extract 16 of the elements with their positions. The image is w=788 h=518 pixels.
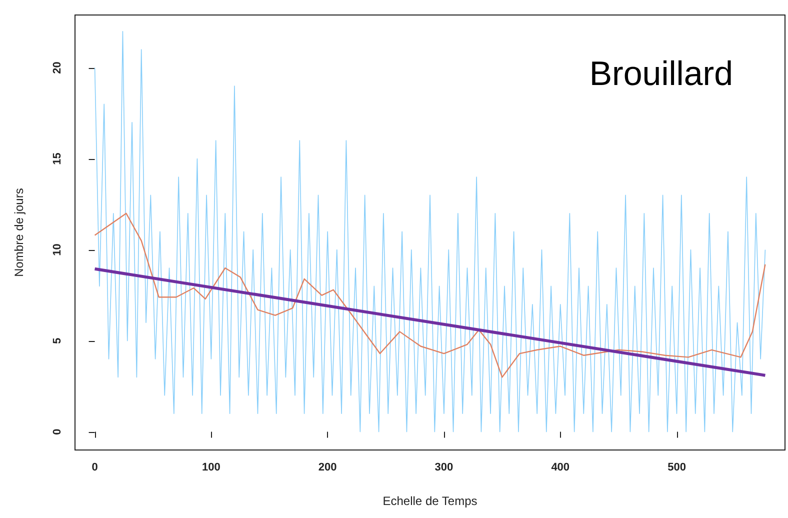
- y-axis-title: Nombre de jours: [12, 188, 26, 277]
- x-tick-label: 200: [318, 462, 337, 474]
- x-tick-label: 300: [434, 462, 454, 474]
- x-tick-label: 100: [202, 462, 220, 474]
- y-tick-label: 20: [52, 62, 64, 74]
- line-series: [94, 30, 766, 432]
- x-tick-label: 400: [551, 462, 570, 474]
- x-tick-label: 0: [92, 462, 98, 474]
- x-axis-title: Echelle de Temps: [382, 494, 478, 508]
- y-tick-label: 5: [52, 338, 64, 344]
- x-tick-label: 500: [668, 462, 686, 474]
- y-tick-label: 10: [52, 244, 64, 256]
- text: Brouillard: [589, 55, 734, 93]
- y-tick-label: 0: [52, 428, 64, 435]
- y-tick-label: 15: [52, 152, 64, 165]
- line-series: [94, 212, 766, 378]
